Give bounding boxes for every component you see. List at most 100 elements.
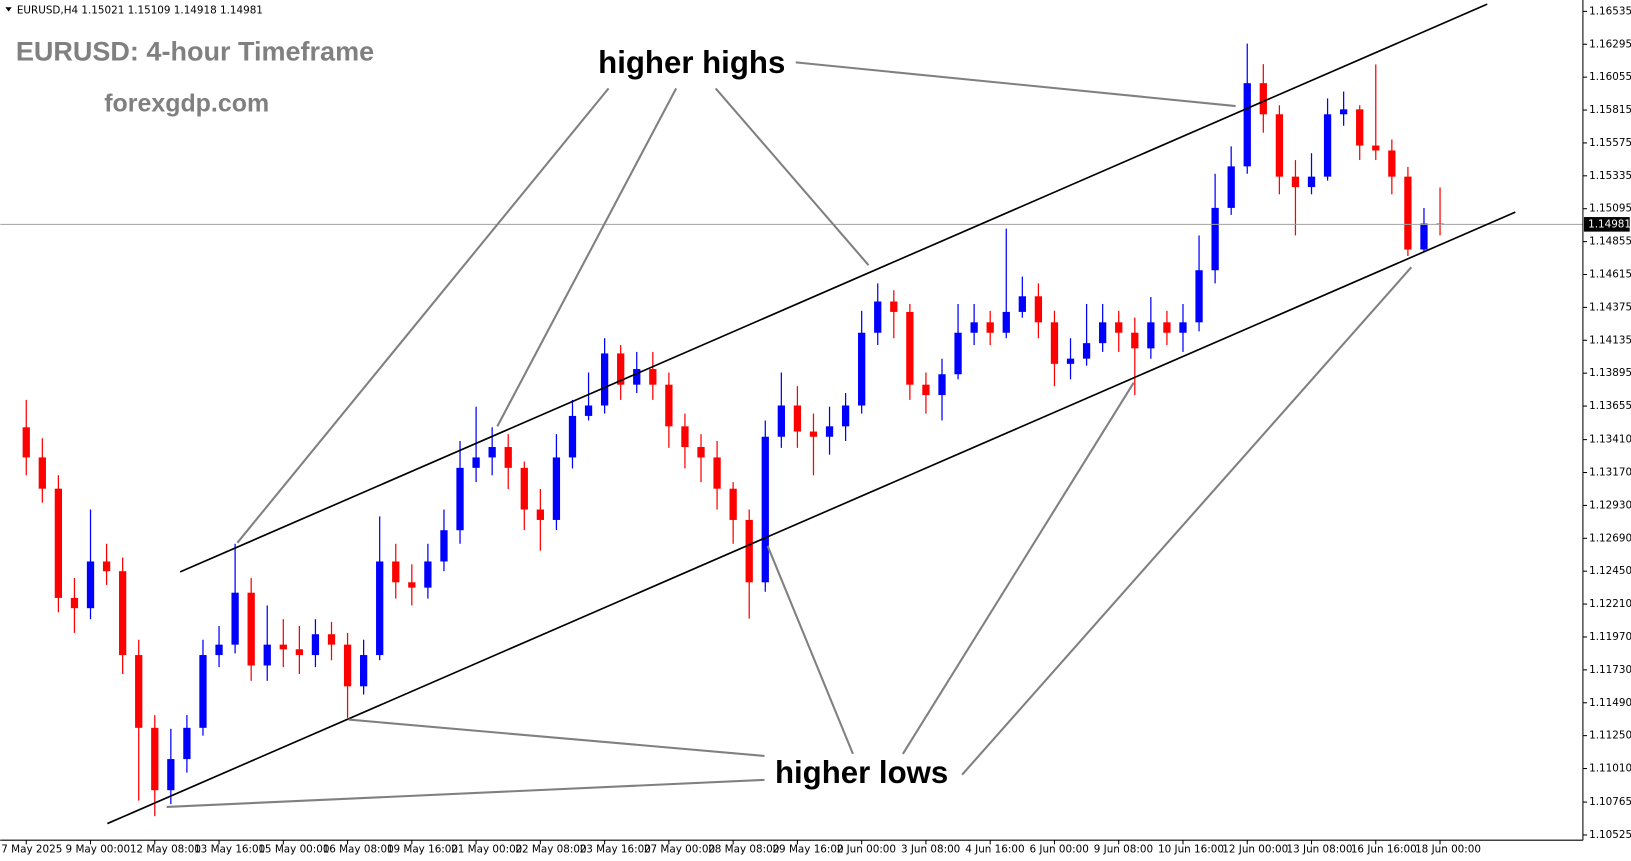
candle-body (922, 384, 930, 396)
candle-body (440, 530, 448, 562)
y-tick-label: 1.13410 (1589, 434, 1631, 446)
y-tick-label: 1.13895 (1589, 367, 1631, 379)
y-tick-label: 1.11730 (1589, 664, 1631, 676)
y-tick-label: 1.14855 (1589, 236, 1631, 248)
candle-body (552, 457, 561, 520)
candle-body (1340, 109, 1348, 115)
candle-body (1099, 322, 1107, 344)
candle-body (488, 447, 496, 458)
candle-body (600, 353, 609, 406)
candle-body (119, 571, 127, 656)
candle-body (327, 634, 336, 645)
candle-body (295, 649, 304, 656)
y-tick-label: 1.11970 (1589, 631, 1631, 643)
candle-body (1275, 114, 1284, 177)
candle-body (617, 353, 625, 385)
candle-body (745, 519, 753, 583)
y-tick-label: 1.15095 (1589, 203, 1631, 215)
candle-body (1179, 322, 1187, 333)
y-tick-label: 1.13655 (1589, 400, 1631, 412)
candle-body (986, 322, 994, 333)
y-tick-label: 1.12690 (1589, 532, 1631, 544)
candle-body (1356, 109, 1364, 146)
candle-body (858, 332, 866, 406)
candle-body (1163, 322, 1171, 333)
candle-body (1115, 322, 1123, 333)
lower-channel (107, 211, 1516, 825)
x-tick-label: 12 May 08:00 (130, 844, 201, 856)
candle-body (1002, 311, 1010, 333)
y-tick-label: 1.15335 (1589, 170, 1631, 182)
x-tick-label: 13 May 16:00 (194, 844, 265, 856)
candle-body (681, 426, 689, 448)
plot (0, 43, 1583, 817)
y-tick-label: 1.11010 (1589, 763, 1631, 775)
x-tick-label: 9 May 00:00 (66, 844, 131, 856)
candle-body (22, 427, 30, 458)
candle-body (1066, 358, 1075, 364)
candle-body (183, 727, 191, 760)
arrow (901, 382, 1135, 755)
y-tick-label: 1.12930 (1589, 499, 1631, 511)
arrow (166, 778, 765, 808)
x-tick-label: 19 May 16:00 (387, 844, 458, 856)
candle-body (1131, 332, 1139, 349)
arrow (348, 718, 765, 758)
candle-body (938, 374, 946, 396)
candle-body (504, 447, 512, 468)
y-tick-label: 1.12210 (1589, 598, 1631, 610)
x-tick-label: 6 Jun 00:00 (1030, 844, 1089, 856)
candle-body (874, 301, 882, 333)
candle-body (1420, 223, 1428, 250)
candle-body (279, 644, 287, 650)
candle-body (793, 405, 802, 432)
candle-body (1195, 270, 1203, 323)
candle-body (761, 436, 769, 583)
candle-body (456, 467, 464, 531)
candle-body (1243, 83, 1251, 167)
x-tick-label: 22 May 08:00 (515, 844, 586, 856)
candle-body (1147, 322, 1155, 349)
candle-body (584, 405, 593, 416)
x-tick-label: 23 May 16:00 (580, 844, 651, 856)
y-tick-label: 1.16295 (1589, 38, 1631, 50)
candle-body (809, 431, 818, 437)
candle-body (1034, 296, 1043, 323)
candle-body (38, 457, 46, 489)
candle-body (1211, 207, 1219, 271)
x-tick-label: 4 Jun 16:00 (965, 844, 1024, 856)
candle-body (86, 561, 95, 609)
symbol-info: EURUSD,H4 1.15021 1.15109 1.14918 1.1498… (17, 4, 263, 16)
candle-body (649, 369, 657, 385)
arrow (961, 266, 1413, 776)
candle-body (1388, 150, 1396, 177)
candle-body (343, 644, 352, 687)
candle-body (151, 727, 159, 791)
candle-body (1227, 166, 1235, 208)
x-tick-label: 12 Jun 00:00 (1222, 844, 1288, 856)
x-tick-label: 29 May 16:00 (772, 844, 843, 856)
x-tick-label: 13 Jun 08:00 (1287, 844, 1353, 856)
candle-body (777, 405, 785, 437)
candle-body (825, 426, 834, 437)
candle-body (890, 301, 898, 312)
x-tick-label: 10 Jun 16:00 (1158, 844, 1224, 856)
x-tick-label: 15 May 00:00 (258, 844, 329, 856)
candle-body (472, 457, 480, 468)
candle-body (1050, 322, 1059, 364)
candle-body (520, 467, 528, 510)
arrow (766, 545, 854, 755)
candle-body (1404, 176, 1412, 250)
candle-body (215, 644, 223, 656)
candle-body (247, 592, 255, 666)
candle-body (1372, 145, 1380, 151)
candle-body (392, 561, 400, 583)
candle-body (1018, 296, 1026, 312)
y-tick-label: 1.10525 (1589, 829, 1631, 841)
candle-body (970, 322, 978, 333)
candle-body (70, 597, 79, 609)
x-tick-label: 7 May 2025 (1, 844, 62, 856)
y-tick-label: 1.11250 (1589, 730, 1631, 742)
